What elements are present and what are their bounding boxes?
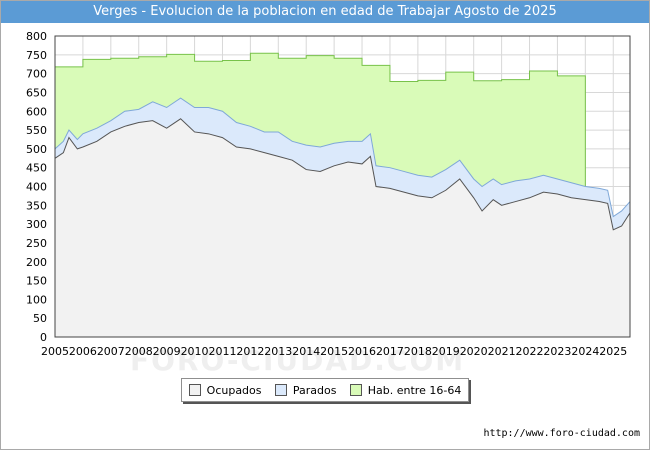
x-tick-label: 2012 [236, 345, 264, 358]
x-tick-label: 2016 [348, 345, 376, 358]
y-tick-label: 400 [26, 181, 47, 194]
watermark: FORO-CIUDAD.COM [130, 344, 466, 377]
x-tick-label: 2009 [153, 345, 181, 358]
legend-label-parados: Parados [292, 383, 337, 397]
x-tick-label: 2020 [460, 345, 488, 358]
x-tick-label: 2019 [432, 345, 460, 358]
y-tick-label: 350 [26, 199, 47, 212]
y-tick-label: 800 [26, 30, 47, 43]
y-tick-label: 150 [26, 275, 47, 288]
x-tick-label: 2007 [97, 345, 125, 358]
x-tick-label: 2022 [516, 345, 544, 358]
y-tick-label: 550 [26, 124, 47, 137]
x-tick-label: 2006 [69, 345, 97, 358]
x-tick-label: 2017 [376, 345, 404, 358]
x-tick-label: 2014 [292, 345, 320, 358]
series-hab-line [55, 52, 586, 202]
x-tick-label: 2025 [599, 345, 627, 358]
legend-item-parados: Parados [274, 383, 337, 397]
y-tick-label: 700 [26, 68, 47, 81]
plot-border [54, 35, 631, 338]
series-ocupados-line [54, 118, 631, 231]
legend-label-ocupados: Ocupados [206, 383, 262, 397]
y-tick-label: 100 [26, 293, 47, 306]
legend-label-hab: Hab. entre 16-64 [367, 383, 462, 397]
y-tick-label: 300 [26, 218, 47, 231]
series-parados-line [54, 97, 631, 218]
y-tick-label: 200 [26, 256, 47, 269]
legend: Ocupados Parados Hab. entre 16-64 [181, 378, 469, 402]
y-tick-label: 250 [26, 237, 47, 250]
legend-swatch-parados [274, 384, 287, 396]
x-tick-label: 2005 [41, 345, 69, 358]
series-ocupados-area [55, 118, 630, 338]
chart-title: Verges - Evolucion de la poblacion en ed… [1, 1, 649, 23]
x-tick-label: 2024 [571, 345, 599, 358]
x-tick-label: 2021 [488, 345, 516, 358]
footer-url: http://www.foro-ciudad.com [483, 428, 640, 439]
x-tick-label: 2013 [264, 345, 292, 358]
x-tick-label: 2011 [208, 345, 236, 358]
x-tick-label: 2008 [125, 345, 153, 358]
y-tick-label: 0 [40, 331, 47, 344]
x-tick-label: 2023 [543, 345, 571, 358]
y-tick-label: 600 [26, 105, 47, 118]
legend-swatch-ocupados [188, 384, 201, 396]
y-tick-label: 450 [26, 162, 47, 175]
legend-swatch-hab [349, 384, 362, 396]
legend-item-hab: Hab. entre 16-64 [349, 383, 462, 397]
y-tick-label: 750 [26, 49, 47, 62]
x-tick-label: 2010 [181, 345, 209, 358]
x-tick-label: 2015 [320, 345, 348, 358]
legend-item-ocupados: Ocupados [188, 383, 262, 397]
y-tick-label: 500 [26, 143, 47, 156]
y-tick-label: 650 [26, 86, 47, 99]
y-tick-label: 50 [33, 312, 47, 325]
x-tick-label: 2018 [404, 345, 432, 358]
